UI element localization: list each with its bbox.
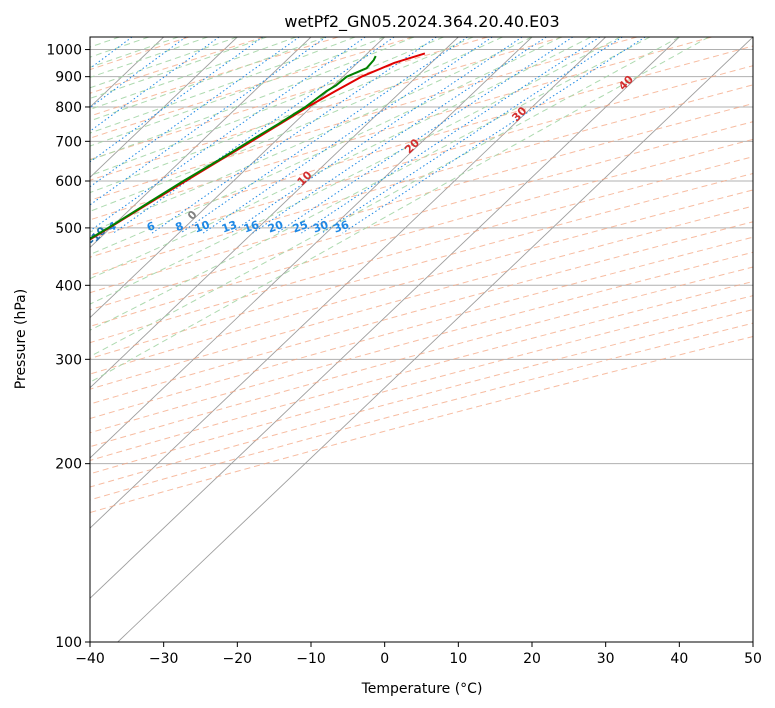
- moist-adiabat-line: [90, 37, 621, 305]
- dry-adiabat-line: [90, 173, 753, 360]
- mixing-ratio-line: [321, 37, 623, 234]
- mixing-ratio-label: 16: [242, 218, 261, 236]
- dry-adiabat-line: [90, 280, 753, 461]
- moist-adiabat-line: [90, 37, 415, 161]
- plot-background: [90, 37, 753, 642]
- mixing-ratio-line: [90, 37, 264, 163]
- dry-adiabat-line: [90, 138, 753, 327]
- y-tick-label: 400: [55, 278, 82, 294]
- y-tick-label: 1000: [46, 43, 82, 59]
- dry-adiabat-line: [90, 121, 753, 311]
- moist-adiabat-line: [90, 37, 592, 280]
- plot-frame: [89, 36, 754, 643]
- y-tick-label: 700: [55, 134, 82, 150]
- x-axis: −40 −30 −20 −10 0 10 20 30 40 50: [75, 642, 762, 667]
- isotherm-line: [90, 37, 606, 529]
- isotherm-line: [90, 37, 385, 319]
- mixing-ratio-label: 10: [193, 218, 212, 236]
- mixing-ratio-line: [90, 37, 300, 188]
- y-tick-label: 200: [55, 457, 82, 473]
- moist-adiabat-line: [90, 37, 503, 212]
- y-tick-label: 500: [55, 221, 82, 237]
- dry-adiabat-line: [90, 322, 753, 501]
- mixing-ratio-line: [90, 37, 220, 132]
- y-tick-label: 900: [55, 70, 82, 86]
- x-tick-label: −20: [223, 651, 253, 667]
- mixing-ratio-line: [90, 37, 187, 109]
- dry-adiabat-line: [90, 251, 753, 434]
- y-tick-label: 100: [55, 635, 82, 651]
- moist-adiabat-line: [90, 37, 356, 134]
- mixing-ratio-line: [252, 37, 547, 234]
- dry-adiabat-line: [90, 37, 638, 201]
- mixing-ratio-line: [90, 37, 133, 69]
- x-tick-label: −10: [296, 651, 326, 667]
- series-layer: [90, 52, 426, 241]
- mixing-ratio-label: 30: [311, 218, 330, 236]
- isotherm-line: [117, 37, 753, 642]
- background-lines: [90, 37, 753, 642]
- mixing-ratio-line: [342, 37, 646, 234]
- dry-adiabat-line: [90, 37, 712, 221]
- mixing-ratio-label: 8: [174, 219, 186, 234]
- y-axis: 1000 900 800 700 600 500 400 300 200 100: [46, 43, 90, 651]
- x-tick-label: −40: [75, 651, 105, 667]
- background-labels: 0.10.20.40.611.52346810131620253036-100-…: [0, 73, 636, 275]
- dry-adiabat-label: -20: [0, 252, 6, 275]
- x-tick-label: 40: [670, 651, 688, 667]
- x-tick-label: 10: [449, 651, 467, 667]
- isotherm-line: [90, 37, 238, 178]
- x-tick-label: 20: [523, 651, 541, 667]
- mixing-ratio-label: 1.5: [13, 217, 36, 236]
- y-tick-label: 600: [55, 174, 82, 190]
- series-line-1: [90, 55, 377, 240]
- chart-title: wetPf2_GN05.2024.364.20.40.E03: [284, 12, 559, 32]
- mixing-ratio-label: 25: [291, 218, 310, 235]
- dry-adiabat-line: [90, 37, 563, 181]
- moist-adiabat-line: [90, 37, 562, 255]
- mixing-ratio-label: 36: [332, 218, 351, 236]
- mixing-ratio-line: [151, 37, 437, 234]
- mixing-ratio-line: [113, 37, 395, 234]
- y-axis-label: Pressure (hPa): [13, 289, 29, 389]
- x-tick-label: 0: [380, 651, 389, 667]
- dry-adiabat-line: [90, 37, 414, 139]
- mixing-ratio-label: 6: [145, 219, 157, 234]
- mixing-ratio-label: 13: [220, 218, 239, 235]
- mixing-ratio-line: [276, 37, 574, 234]
- dry-adiabat-line: [90, 236, 753, 420]
- moist-adiabat-line: [90, 37, 680, 358]
- dry-adiabat-line: [90, 102, 753, 294]
- dry-adiabat-line: [90, 156, 753, 344]
- x-tick-label: 30: [597, 651, 615, 667]
- x-tick-label: −30: [149, 651, 179, 667]
- x-tick-label: 50: [744, 651, 762, 667]
- isotherm-line: [90, 37, 680, 599]
- mixing-ratio-label: 2: [44, 219, 56, 234]
- dry-adiabat-line: [90, 45, 753, 240]
- moist-adiabat-line: [90, 37, 474, 194]
- mixing-ratio-line: [180, 37, 468, 234]
- dry-adiabat-line: [90, 37, 339, 117]
- mixing-ratio-line: [301, 37, 601, 234]
- moist-adiabat-line: [90, 37, 651, 331]
- mixing-ratio-line: [90, 37, 327, 206]
- dry-adiabat-line: [90, 65, 753, 258]
- y-tick-label: 800: [55, 100, 82, 116]
- mixing-ratio-label: 20: [266, 218, 285, 236]
- y-tick-label: 300: [55, 352, 82, 368]
- dry-adiabat-line: [90, 309, 753, 488]
- x-axis-label: Temperature (°C): [361, 681, 483, 697]
- isotherm-line: [90, 37, 312, 249]
- moist-adiabat-line: [90, 37, 326, 122]
